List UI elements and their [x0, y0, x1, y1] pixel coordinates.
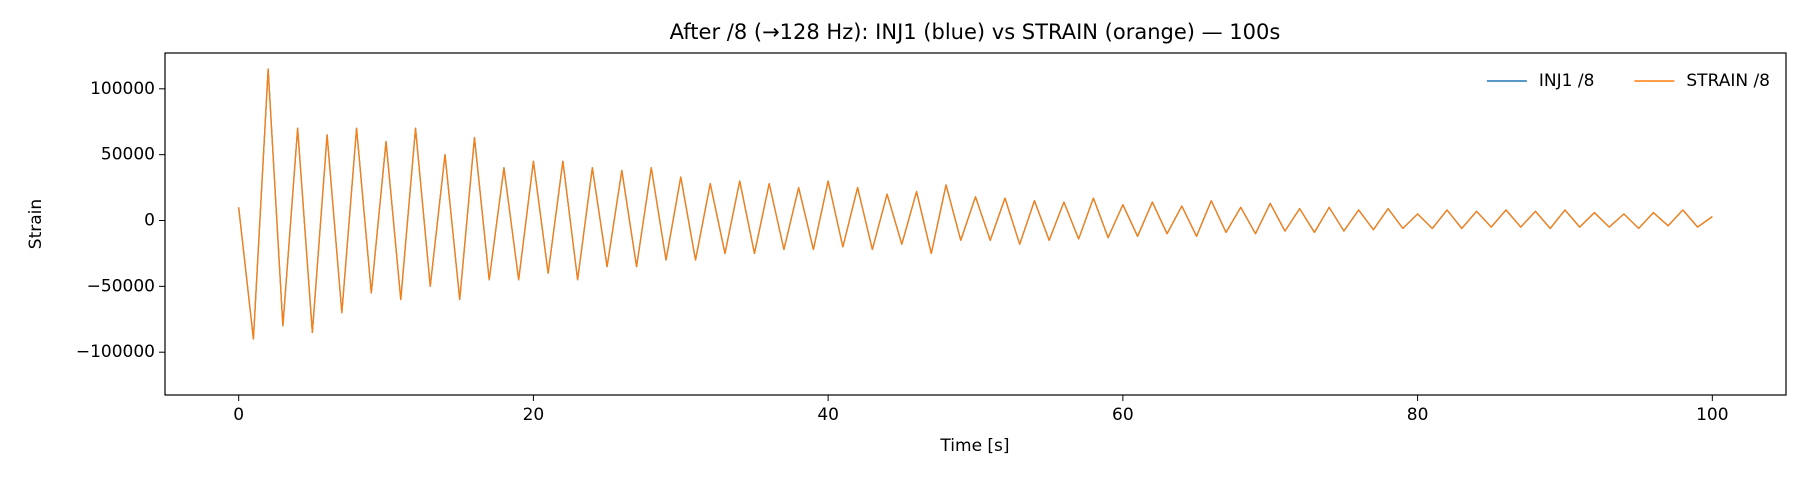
y-tick-label: −50000: [87, 276, 155, 296]
series-line: [238, 68, 1713, 340]
legend-label: STRAIN /8: [1686, 71, 1770, 91]
x-tick-label: 0: [233, 405, 244, 425]
chart-title: After /8 (→128 Hz): INJ1 (blue) vs STRAI…: [670, 20, 1281, 44]
x-tick-label: 100: [1696, 405, 1728, 425]
y-tick-label: −100000: [76, 342, 155, 362]
x-tick-label: 80: [1407, 405, 1429, 425]
y-tick-label: 0: [144, 211, 155, 231]
x-axis-label: Time [s]: [939, 436, 1009, 456]
x-tick-label: 40: [817, 405, 839, 425]
x-tick-label: 60: [1112, 405, 1134, 425]
legend-label: INJ1 /8: [1539, 71, 1595, 91]
x-tick-label: 20: [523, 405, 545, 425]
plot-frame: [164, 52, 1787, 396]
y-tick-label: 100000: [90, 79, 155, 99]
y-tick-label: 50000: [101, 145, 155, 165]
y-axis-label: Strain: [26, 199, 46, 249]
